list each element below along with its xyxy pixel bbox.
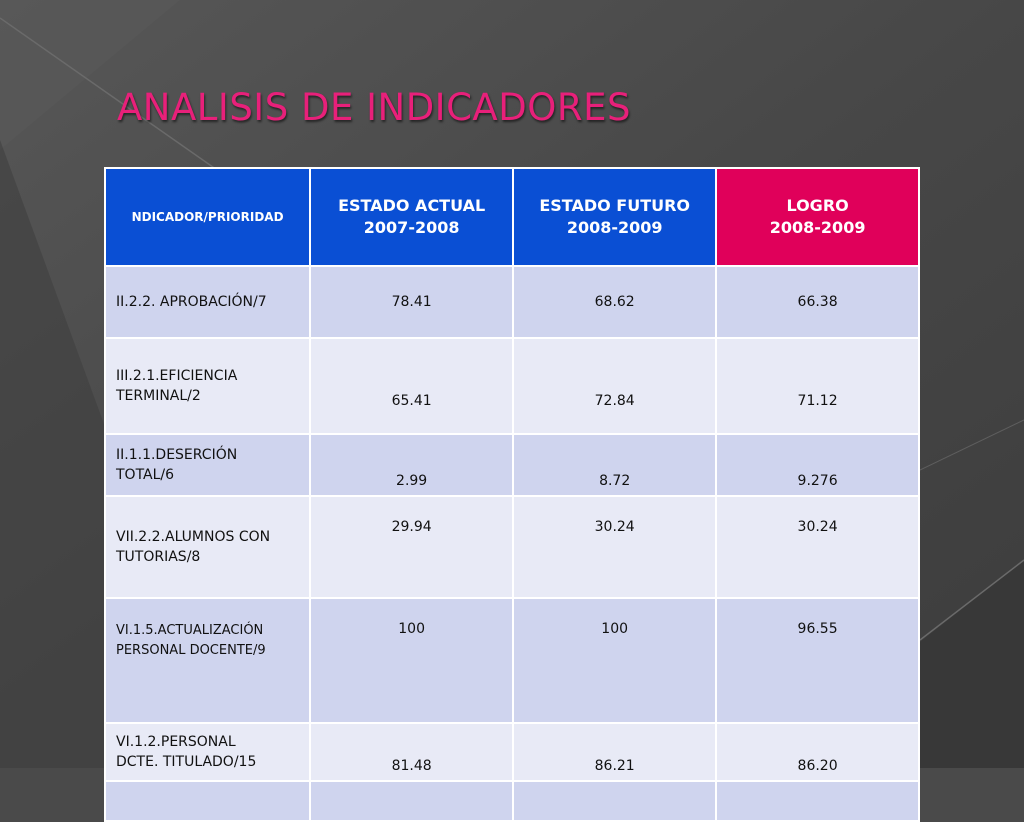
header-indicator: NDICADOR/PRIORIDAD [103, 167, 312, 267]
empty-cell [103, 780, 312, 822]
cell-estado-futuro: 86.21 [512, 722, 718, 782]
header-estado-actual-period: 2007-2008 [363, 218, 460, 237]
row-indicator-line1: VII.2.2.ALUMNOS CON [116, 529, 271, 545]
cell-estado-futuro: 100 [512, 597, 718, 724]
header-logro: LOGRO 2008-2009 [715, 167, 920, 267]
cell-estado-actual: 2.99 [309, 433, 515, 497]
table-row: VII.2.2.ALUMNOS CON TUTORIAS/8 29.94 30.… [103, 495, 920, 599]
cell-estado-actual: 100 [309, 597, 515, 724]
cell-estado-futuro: 72.84 [512, 337, 718, 435]
cell-logro: 71.12 [715, 337, 920, 435]
row-indicator-line2: DCTE. TITULADO/15 [116, 754, 257, 770]
row-indicator: III.2.1.EFICIENCIA TERMINAL/2 [103, 337, 312, 435]
header-estado-actual-label: ESTADO ACTUAL [338, 196, 486, 215]
table-row: VI.1.2.PERSONAL DCTE. TITULADO/15 81.48 … [103, 722, 920, 782]
header-logro-label: LOGRO [786, 196, 849, 215]
row-indicator-line2: TUTORIAS/8 [116, 549, 201, 565]
row-indicator-line2: TERMINAL/2 [116, 388, 201, 404]
row-indicator: VI.1.2.PERSONAL DCTE. TITULADO/15 [103, 722, 312, 782]
cell-logro: 30.24 [715, 495, 920, 599]
empty-cell [512, 780, 718, 822]
cell-estado-futuro: 30.24 [512, 495, 718, 599]
row-indicator: VII.2.2.ALUMNOS CON TUTORIAS/8 [103, 495, 312, 599]
row-indicator: VI.1.5.ACTUALIZACIÓN PERSONAL DOCENTE/9 [103, 597, 312, 724]
table-row-empty [103, 780, 920, 822]
cell-estado-actual: 65.41 [309, 337, 515, 435]
header-estado-futuro-label: ESTADO FUTURO [539, 196, 691, 215]
cell-logro: 66.38 [715, 265, 920, 339]
empty-cell [715, 780, 920, 822]
row-indicator: II.2.2. APROBACIÓN/7 [103, 265, 312, 339]
table-row: III.2.1.EFICIENCIA TERMINAL/2 65.41 72.8… [103, 337, 920, 435]
cell-logro: 86.20 [715, 722, 920, 782]
row-indicator: II.1.1.DESERCIÓN TOTAL/6 [103, 433, 312, 497]
header-estado-actual: ESTADO ACTUAL 2007-2008 [309, 167, 515, 267]
cell-estado-futuro: 68.62 [512, 265, 718, 339]
cell-estado-futuro: 8.72 [512, 433, 718, 497]
row-indicator-line1: III.2.1.EFICIENCIA [116, 368, 238, 384]
table-row: VI.1.5.ACTUALIZACIÓN PERSONAL DOCENTE/9 … [103, 597, 920, 724]
cell-estado-actual: 78.41 [309, 265, 515, 339]
cell-estado-actual: 29.94 [309, 495, 515, 599]
table-header-row: NDICADOR/PRIORIDAD ESTADO ACTUAL 2007-20… [103, 167, 920, 267]
row-indicator-line1: II.1.1.DESERCIÓN [116, 447, 238, 463]
empty-cell [309, 780, 515, 822]
row-indicator-line1: VI.1.5.ACTUALIZACIÓN [116, 623, 264, 638]
cell-logro: 9.276 [715, 433, 920, 497]
header-indicator-label: NDICADOR/PRIORIDAD [131, 210, 284, 224]
header-logro-period: 2008-2009 [769, 218, 866, 237]
row-indicator-line2: PERSONAL DOCENTE/9 [116, 643, 266, 658]
row-indicator-line1: VI.1.2.PERSONAL [116, 734, 236, 750]
table-row: II.1.1.DESERCIÓN TOTAL/6 2.99 8.72 9.276 [103, 433, 920, 497]
cell-estado-actual: 81.48 [309, 722, 515, 782]
row-indicator-line2: TOTAL/6 [116, 467, 175, 483]
slide-title: ANALISIS DE INDICADORES [117, 86, 631, 129]
header-estado-futuro-period: 2008-2009 [566, 218, 663, 237]
table-row: II.2.2. APROBACIÓN/7 78.41 68.62 66.38 [103, 265, 920, 339]
indicators-table: NDICADOR/PRIORIDAD ESTADO ACTUAL 2007-20… [103, 167, 920, 822]
header-estado-futuro: ESTADO FUTURO 2008-2009 [512, 167, 718, 267]
cell-logro: 96.55 [715, 597, 920, 724]
